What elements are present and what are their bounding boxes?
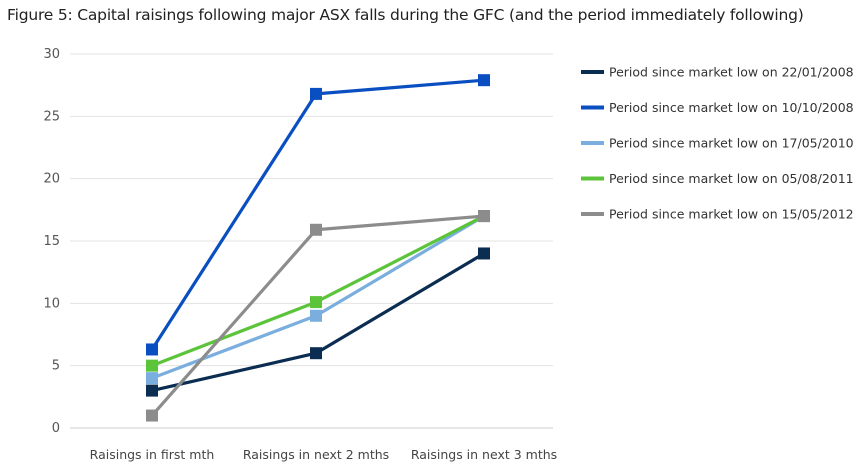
series-5 <box>146 210 490 422</box>
x-tick-label: Raisings in first mth <box>90 447 215 462</box>
legend-label: Period since market low on 22/01/2008 <box>609 65 854 80</box>
legend-item: Period since market low on 05/08/2011 <box>581 171 854 186</box>
data-point <box>146 359 158 372</box>
data-point <box>310 296 322 309</box>
legend-label: Period since market low on 05/08/2011 <box>609 171 854 186</box>
x-tick-label: Raisings in next 2 mths <box>243 447 389 462</box>
x-axis: Raisings in first mth Raisings in next 2 … <box>90 447 558 462</box>
series-line <box>150 78 485 351</box>
y-tick-label: 15 <box>43 234 60 249</box>
legend-label: Period since market low on 17/05/2010 <box>609 136 854 151</box>
data-point <box>146 384 158 397</box>
data-point <box>310 309 322 322</box>
series-line <box>151 214 485 368</box>
data-point <box>310 223 322 236</box>
y-tick-label: 20 <box>43 172 60 187</box>
y-tick-label: 30 <box>43 47 60 62</box>
x-tick-label: Raisings in next 3 mths <box>411 447 557 462</box>
series-2 <box>146 74 490 356</box>
data-point <box>478 210 490 223</box>
grid-lines <box>70 53 553 429</box>
data-point <box>310 347 322 360</box>
legend-item: Period since market low on 17/05/2010 <box>581 136 854 151</box>
data-point <box>146 372 158 385</box>
y-tick-label: 25 <box>43 109 60 124</box>
y-tick-label: 10 <box>43 296 60 311</box>
y-tick-label: 0 <box>52 421 60 436</box>
legend-item: Period since market low on 22/01/2008 <box>581 65 854 80</box>
data-point <box>310 87 322 100</box>
data-point <box>478 74 490 87</box>
data-point <box>478 247 490 260</box>
legend: Period since market low on 22/01/2008 Per… <box>581 65 854 222</box>
chart-title: Figure 5: Capital raisings following maj… <box>7 6 804 24</box>
series-1 <box>146 247 490 397</box>
data-point <box>146 409 158 422</box>
series-group <box>146 74 490 422</box>
legend-label: Period since market low on 10/10/2008 <box>609 100 854 115</box>
legend-item: Period since market low on 10/10/2008 <box>581 100 854 115</box>
data-point <box>146 343 158 356</box>
y-axis: 0 5 10 15 20 25 30 <box>43 47 60 436</box>
y-tick-label: 5 <box>52 359 60 374</box>
legend-item: Period since market low on 15/05/2012 <box>581 207 854 222</box>
legend-label: Period since market low on 15/05/2012 <box>609 207 854 222</box>
